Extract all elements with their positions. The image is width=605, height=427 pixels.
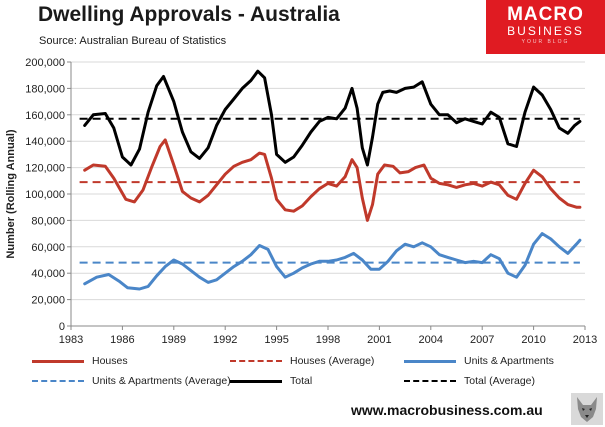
wolf-logo-icon — [571, 393, 603, 425]
legend-swatch-total-average — [404, 380, 456, 383]
y-tick-label: 140,000 — [25, 136, 65, 148]
y-tick-label: 40,000 — [31, 268, 65, 280]
chart-source: Source: Australian Bureau of Statistics — [39, 35, 227, 47]
x-tick-label: 2010 — [521, 334, 545, 346]
website-url: www.macrobusiness.com.au — [351, 402, 543, 418]
logo-line-1: MACRO — [507, 4, 584, 25]
legend-item-total: Total — [230, 375, 312, 387]
legend-label-houses-average: Houses (Average) — [290, 355, 375, 367]
y-tick-label: 200,000 — [25, 57, 65, 69]
legend-label-units: Units & Apartments — [464, 355, 554, 367]
y-tick-label: 60,000 — [31, 242, 65, 254]
y-axis-label: Number (Rolling Annual) — [5, 129, 17, 258]
x-tick-label: 1986 — [110, 334, 134, 346]
x-tick-label: 2007 — [470, 334, 494, 346]
y-tick-label: 100,000 — [25, 189, 65, 201]
legend-item-units: Units & Apartments — [404, 355, 554, 367]
legend-label-houses: Houses — [92, 355, 128, 367]
legend-item-houses: Houses — [32, 355, 128, 367]
x-axis-ticks: 1983 1986 1989 1992 1995 1998 2001 2004 2007 2010… — [59, 326, 597, 346]
legend-item-units-average: Units & Apartments (Average) — [32, 375, 231, 387]
y-tick-label: 180,000 — [25, 83, 65, 95]
legend-item-houses-average: Houses (Average) — [230, 355, 374, 367]
y-tick-label: 160,000 — [25, 110, 65, 122]
legend-swatch-units-average — [32, 380, 84, 383]
legend-label-units-average: Units & Apartments (Average) — [92, 375, 231, 387]
legend-swatch-total — [230, 379, 282, 383]
series-line-units-apartments — [83, 232, 582, 291]
legend-swatch-units — [404, 359, 456, 363]
y-axis-ticks: 0 20,000 40,000 60,000 80,000 100,000 120,000 1… — [25, 57, 71, 333]
legend-swatch-houses — [32, 359, 84, 363]
legend-label-total-average: Total (Average) — [464, 375, 536, 387]
series-lines — [79, 69, 582, 291]
y-tick-label: 120,000 — [25, 163, 65, 175]
x-tick-label: 1995 — [264, 334, 288, 346]
macrobusiness-logo: MACRO BUSINESS YOUR BLOG — [486, 0, 605, 54]
legend-swatch-houses-average — [230, 360, 282, 363]
legend-item-total-average: Total (Average) — [404, 375, 535, 387]
logo-line-2: BUSINESS — [507, 24, 584, 38]
logo-line-3: YOUR BLOG — [521, 39, 570, 45]
x-tick-label: 2001 — [367, 334, 391, 346]
gridlines — [71, 61, 585, 301]
x-tick-label: 1998 — [316, 334, 340, 346]
y-tick-label: 0 — [59, 321, 65, 333]
series-line-houses — [83, 138, 582, 222]
y-tick-label: 80,000 — [31, 215, 65, 227]
x-tick-label: 1989 — [162, 334, 186, 346]
series-line-total — [83, 69, 582, 167]
x-tick-label: 2004 — [419, 334, 443, 346]
legend-label-total: Total — [290, 375, 313, 387]
y-tick-label: 20,000 — [31, 295, 65, 307]
x-tick-label: 1983 — [59, 334, 83, 346]
x-tick-label: 2013 — [573, 334, 597, 346]
chart-title: Dwelling Approvals - Australia — [38, 3, 340, 26]
x-tick-label: 1992 — [213, 334, 237, 346]
